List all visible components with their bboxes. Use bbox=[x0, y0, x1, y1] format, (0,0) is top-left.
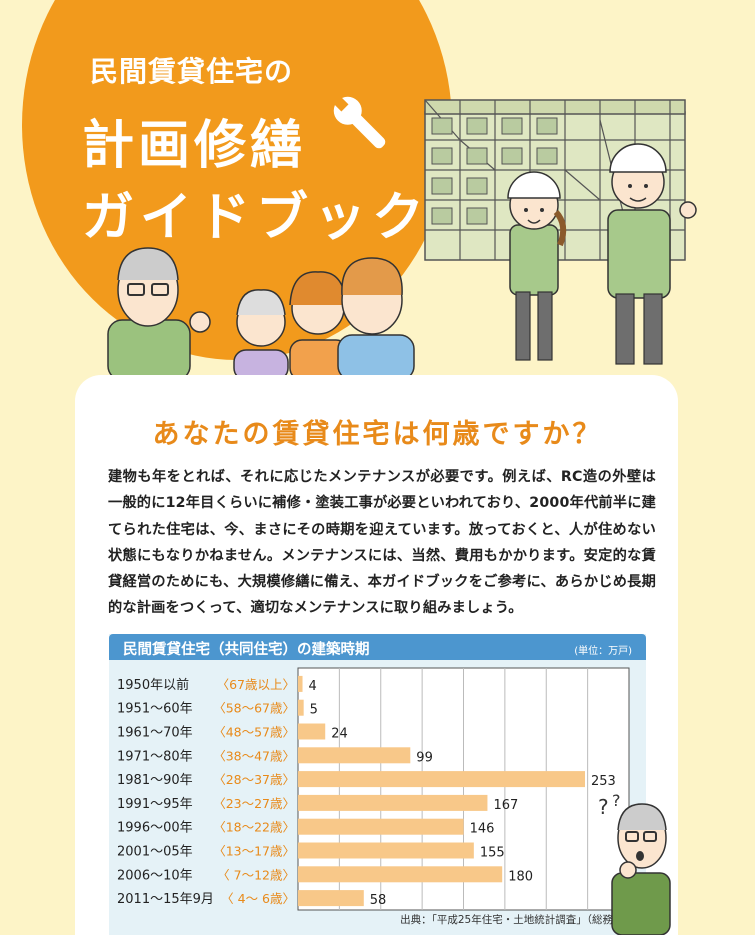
age-label: 〈18〜22歳〉 bbox=[213, 820, 295, 835]
bar bbox=[298, 675, 303, 692]
worker-woman-illustration bbox=[507, 171, 567, 361]
chart-unit: (単位：万戸) bbox=[574, 646, 632, 657]
value-label: 58 bbox=[370, 893, 387, 908]
header-illustration bbox=[107, 94, 697, 380]
age-label: 〈38〜47歳〉 bbox=[213, 748, 295, 763]
value-label: 99 bbox=[416, 750, 433, 765]
category-label: 1971〜80年 bbox=[117, 749, 193, 764]
value-label: 253 bbox=[591, 774, 616, 789]
question-mark-icon: ? bbox=[598, 795, 609, 819]
age-label: 〈67歳以上〉 bbox=[217, 677, 295, 692]
bar bbox=[298, 699, 304, 716]
category-label: 1996〜00年 bbox=[117, 821, 193, 836]
value-label: 24 bbox=[331, 727, 348, 742]
value-label: 146 bbox=[470, 822, 495, 837]
category-label: 1961〜70年 bbox=[117, 726, 193, 741]
category-label: 2011〜15年9月 bbox=[117, 892, 214, 907]
value-label: 167 bbox=[493, 798, 518, 813]
title-main: 計画修繕 bbox=[82, 116, 307, 176]
value-label: 5 bbox=[310, 703, 318, 718]
chart-title: 民間賃貸住宅（共同住宅）の建築時期 bbox=[123, 642, 370, 658]
bar bbox=[298, 818, 464, 835]
bar bbox=[298, 747, 411, 764]
value-label: 180 bbox=[508, 869, 533, 884]
bar bbox=[298, 890, 364, 907]
value-label: 4 bbox=[309, 679, 317, 694]
category-label: 2006〜10年 bbox=[117, 868, 193, 883]
category-label: 1951〜60年 bbox=[117, 702, 193, 717]
thinking-man-illustration: ? ? bbox=[598, 791, 671, 935]
bar bbox=[298, 866, 503, 883]
category-label: 1981〜90年 bbox=[117, 773, 193, 788]
value-label: 155 bbox=[480, 846, 505, 861]
category-label: 2001〜05年 bbox=[117, 845, 193, 860]
chart-header: 民間賃貸住宅（共同住宅）の建築時期 (単位：万戸) bbox=[109, 634, 646, 660]
bar bbox=[298, 771, 585, 788]
age-label: 〈13〜17歳〉 bbox=[213, 844, 295, 859]
age-label: 〈48〜57歳〉 bbox=[213, 725, 295, 740]
title-line-2: 計画修繕 bbox=[82, 103, 306, 178]
age-label: 〈23〜27歳〉 bbox=[213, 796, 295, 811]
title-line-1: 民間賃貸住宅の bbox=[90, 55, 294, 88]
age-label: 〈58〜67歳〉 bbox=[213, 701, 295, 716]
bar bbox=[298, 794, 488, 811]
family-illustration bbox=[107, 247, 415, 380]
age-label: 〈28〜37歳〉 bbox=[213, 772, 295, 787]
bar bbox=[298, 723, 326, 740]
chart-source: 出典：「平成25年住宅・土地統計調査」（総務省） bbox=[400, 914, 634, 926]
age-label: 〈 7〜12歳〉 bbox=[217, 867, 295, 882]
section-body: 建物も年をとれば、それに応じたメンテナンスが必要です。例えば、RC造の外壁は一般… bbox=[108, 469, 656, 617]
wrench-icon bbox=[331, 94, 386, 149]
category-label: 1991〜95年 bbox=[117, 797, 193, 812]
category-label: 1950年以前 bbox=[117, 677, 189, 693]
section-heading: あなたの賃貸住宅は何歳ですか？ bbox=[152, 419, 603, 450]
bar-chart-svg: 1950年以前 〈67歳以上〉 4 1951〜60年 〈58〜67歳〉 5 1961〜70年… bbox=[117, 667, 630, 911]
svg-text:?: ? bbox=[612, 791, 621, 810]
age-label: 〈 4〜 6歳〉 bbox=[221, 891, 295, 906]
bar bbox=[298, 842, 474, 859]
construction-period-chart: 民間賃貸住宅（共同住宅）の建築時期 (単位：万戸) 1950年以前 〈67歳以上〉… bbox=[109, 634, 646, 935]
title-line-3: ガイドブック bbox=[82, 188, 431, 248]
worker-man-illustration bbox=[607, 143, 697, 365]
